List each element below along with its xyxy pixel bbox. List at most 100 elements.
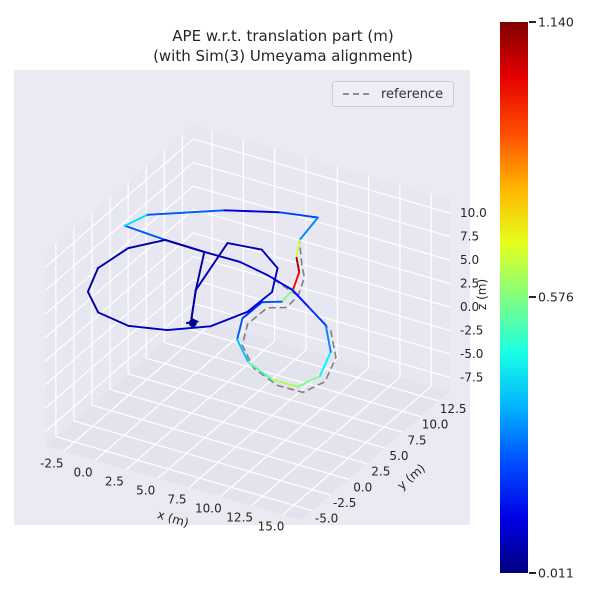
y-tick-label: 2.5 [371,465,390,479]
ape-trajectory-segment [86,290,100,314]
y-tick-label: -2.5 [333,496,356,510]
ape-trajectory-segment [291,289,309,308]
ape-trajectory-segment [246,291,273,313]
y-tick-label: 12.5 [440,402,467,416]
trajectory-3d-plot: -2.50.02.55.07.510.012.515.0-5.0-2.50.02… [40,124,489,534]
trajectory-start-marker [188,319,197,328]
colorbar-gradient [500,22,528,573]
ape-trajectory-segment [295,256,301,274]
grid-line [164,342,422,418]
ape-trajectory-segment [166,325,212,332]
grid-line [44,256,194,386]
ape-trajectory-segment [86,267,99,293]
ape-trajectory-segment [271,378,299,388]
ape-trajectory-segment [247,361,274,381]
grid-line [63,322,213,452]
ape-trajectory-segment [278,211,319,219]
grid-line [193,138,451,214]
ape-trajectory-segment [266,274,294,292]
z-tick-label: 7.5 [460,230,479,244]
grid-line [193,279,451,355]
x-axis-label: x (m) [156,507,191,530]
colorbar-tick-mark [529,21,536,23]
ape-trajectory-segment [123,224,167,241]
right-wall-pane [193,124,451,392]
ape-trajectory-segment [260,248,279,270]
colorbar-tick-label: 0.011 [538,565,574,581]
grid-line [44,138,194,268]
grid-line [44,232,194,362]
grid-line [157,349,307,479]
z-tick-label: 2.5 [460,277,479,291]
grid-line [44,185,194,315]
z-tick-label: 10.0 [460,206,487,220]
grid-line [251,376,401,507]
grid-line [55,435,313,512]
grid-line [44,302,194,433]
ape-trajectory-segment [96,247,130,270]
ape-trajectory-segment [236,338,250,364]
ape-trajectory-segment [226,242,263,251]
y-tick-label: 0.0 [353,480,372,494]
ape-trajectory-segment [223,209,281,214]
grid-line [182,326,440,402]
colorbar-tick-mark [529,296,536,299]
colorbar-tick-mark [529,572,536,574]
ape-trajectory-segment [319,350,332,377]
ape-trajectory-segment [127,238,167,250]
ape-trajectory-segment [164,238,206,253]
z-axis-label: z (m) [475,279,489,310]
grid-line [219,367,369,497]
ape-trajectory-segment [296,374,321,388]
y-tick-label: 10.0 [422,418,449,432]
grid-line [193,161,451,238]
ape-trajectory-segment [241,301,263,320]
y-tick-label: -5.0 [315,512,338,526]
grid-line [282,385,432,516]
y-tick-label: 7.5 [407,433,426,447]
y-tick-label: 5.0 [389,449,408,463]
ape-trajectory-segment [203,251,241,263]
ape-trajectory-segment [127,324,169,332]
z-tick-label: 5.0 [460,253,479,267]
colorbar-tick-label: 1.140 [538,14,574,30]
z-tick-label: 0.0 [460,300,479,314]
ape-trajectory-segment [209,310,249,328]
x-tick-label: 0.0 [74,465,93,479]
ape-trajectory-segment [307,305,327,327]
ape-trajectory-segment [236,317,244,341]
ape-trajectory-segment [324,324,332,353]
ape-trajectory-segment [292,271,301,291]
ape-trajectory-segment [146,209,226,216]
grid-line [44,279,194,409]
reference-dash-icon [343,93,373,95]
ape-trajectory-segment [194,242,229,292]
z-tick-label: -5.0 [460,347,483,361]
ape-trajectory-segment [190,289,197,319]
ape-trajectory-segment [280,288,294,303]
x-tick-label: 7.5 [167,493,186,507]
z-tick-label: -7.5 [460,371,483,385]
y-axis-label: y (m) [395,461,428,493]
grid-line [44,162,194,292]
x-tick-label: 2.5 [105,474,124,488]
colorbar: 1.140 0.576 0.011 [500,15,574,581]
x-tick-label: 10.0 [195,502,222,516]
ape-trajectory-segment [123,213,149,227]
x-tick-label: -2.5 [40,456,63,470]
chart-title-line1: APE w.r.t. translation part (m) [172,27,394,45]
legend-label: reference [381,86,444,102]
ape-trajectory-segment [239,260,269,277]
plot-area: -2.5 0.0 2.5 5.0 7.5 10.0 12.5 15.0 -5.0 -2.5 0.0 2… [14,70,489,534]
z-tick-label: -2.5 [460,324,483,338]
grid-line [91,404,349,480]
ape-trajectory-segment [295,239,301,259]
left-wall-pane [44,124,194,446]
x-tick-label: 15.0 [258,520,285,534]
grid-line [44,209,194,339]
grid-line [94,331,244,461]
grid-line [193,185,451,261]
grid-line [193,255,451,332]
grid-line [127,373,386,449]
ape-trajectory-segment [97,311,130,327]
